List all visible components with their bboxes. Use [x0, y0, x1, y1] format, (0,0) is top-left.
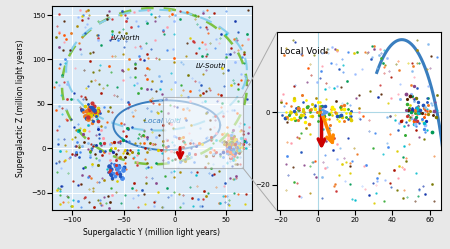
X-axis label: Supergalactic Y (million light years): Supergalactic Y (million light years) — [83, 228, 220, 237]
Text: Local Void: Local Void — [280, 47, 326, 56]
Text: Local Void: Local Void — [144, 119, 181, 124]
Text: LV-South: LV-South — [195, 63, 226, 69]
Y-axis label: Supergalactic Z (million light years): Supergalactic Z (million light years) — [16, 40, 25, 177]
Bar — [162, 97, 243, 168]
Text: LV-North: LV-North — [111, 35, 141, 41]
